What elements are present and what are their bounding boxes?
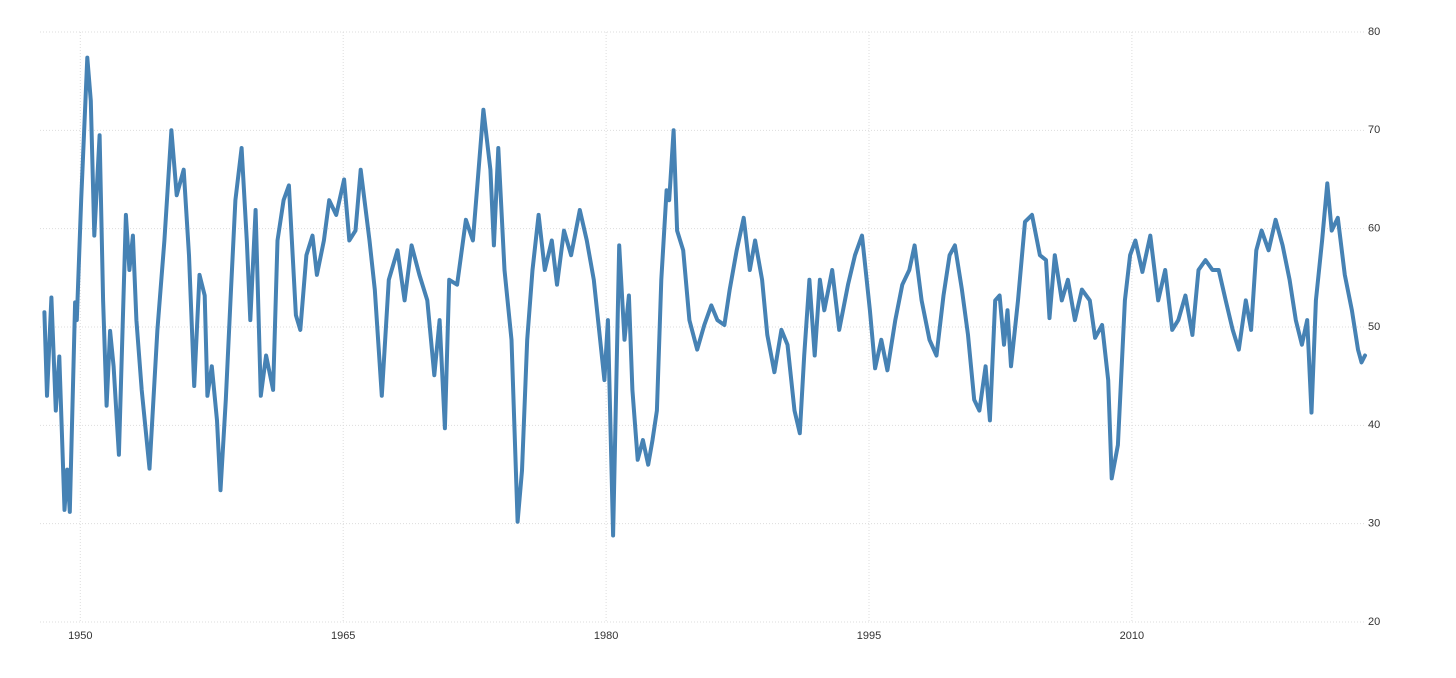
y-tick-label: 70	[1368, 124, 1380, 136]
y-tick-label: 50	[1368, 321, 1380, 333]
x-tick-label: 1995	[857, 630, 881, 642]
x-tick-label: 1950	[68, 630, 92, 642]
y-tick-label: 80	[1368, 26, 1380, 38]
x-tick-label: 1965	[331, 630, 355, 642]
y-tick-label: 40	[1368, 419, 1380, 431]
y-tick-label: 30	[1368, 518, 1380, 530]
line	[42, 55, 1367, 538]
y-tick-label: 60	[1368, 223, 1380, 235]
x-tick-label: 2010	[1120, 630, 1144, 642]
x-tick-label: 1980	[594, 630, 618, 642]
y-tick-label: 20	[1368, 616, 1380, 628]
